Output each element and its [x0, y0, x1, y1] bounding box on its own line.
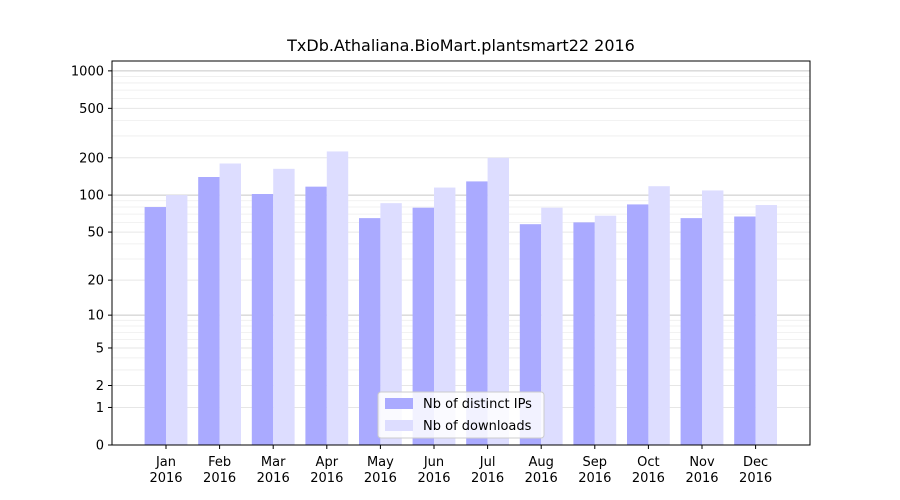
x-tick-label: Oct 2016	[632, 455, 665, 486]
plot-frame	[111, 60, 811, 446]
y-axis: 0 1 2 5 10 20 50 100 200 500 1000	[71, 64, 112, 454]
bar-distinct-ips	[680, 218, 702, 445]
bar-downloads	[648, 186, 670, 445]
bar-downloads	[594, 215, 617, 445]
legend-swatch	[385, 398, 413, 409]
x-tick-label: Feb 2016	[203, 455, 236, 486]
bar-downloads	[380, 203, 402, 445]
bar-downloads	[273, 168, 295, 446]
y-tick-label: 100	[79, 189, 104, 204]
bars	[144, 151, 777, 446]
bar-downloads	[326, 151, 349, 445]
legend-box	[377, 391, 545, 439]
bar-distinct-ips	[573, 222, 595, 445]
bar-downloads	[434, 187, 456, 445]
x-tick-label: Jan 2016	[149, 455, 182, 486]
x-tick-label: Mar 2016	[257, 455, 290, 486]
bar-distinct-ips	[734, 216, 756, 445]
y-tick-label: 1	[96, 401, 104, 416]
y-tick-label: 1000	[71, 64, 104, 79]
x-tick-label: Nov 2016	[685, 455, 718, 486]
chart-title: TxDb.Athaliana.BioMart.plantsmart22 2016	[286, 36, 635, 55]
bar-downloads	[166, 195, 188, 445]
bar-distinct-ips	[519, 224, 542, 445]
x-tick-label: Dec 2016	[739, 455, 772, 486]
y-tick-label: 10	[87, 309, 104, 324]
y-tick-label: 500	[79, 102, 104, 117]
y-tick-label: 20	[87, 274, 104, 289]
bar-downloads	[755, 205, 777, 445]
x-axis: Jan 2016 Feb 2016 Mar 2016 Apr 2016 May 2016 Jun 20…	[149, 445, 772, 486]
y-tick-label: 200	[79, 151, 104, 166]
bar-downloads	[487, 157, 509, 445]
legend-label: Nb of downloads	[423, 419, 532, 434]
x-tick-label: Sep 2016	[578, 455, 611, 486]
legend-swatch	[385, 420, 413, 431]
x-tick-label: May 2016	[364, 455, 397, 486]
bar-distinct-ips	[359, 218, 381, 445]
y-tick-label: 50	[87, 226, 104, 241]
bar-distinct-ips	[305, 186, 327, 445]
x-tick-label: Jul 2016	[471, 455, 504, 486]
bar-distinct-ips	[251, 194, 274, 445]
y-tick-label: 2	[96, 379, 104, 394]
x-tick-label: Aug 2016	[525, 455, 558, 486]
legend-label: Nb of distinct IPs	[423, 397, 532, 412]
bar-distinct-ips	[412, 207, 434, 445]
x-tick-label: Jun 2016	[417, 455, 450, 486]
legend: Nb of distinct IPs Nb of downloads	[377, 391, 545, 439]
x-tick-label: Apr 2016	[310, 455, 343, 486]
bar-downloads	[702, 190, 724, 445]
bar-downloads	[219, 163, 241, 445]
y-tick-label: 0	[96, 439, 104, 454]
bar-distinct-ips	[466, 181, 488, 446]
bar-distinct-ips	[198, 177, 220, 445]
bar-downloads	[541, 207, 563, 445]
bar-distinct-ips	[144, 207, 166, 445]
y-tick-label: 5	[96, 341, 104, 356]
bar-distinct-ips	[627, 204, 649, 445]
